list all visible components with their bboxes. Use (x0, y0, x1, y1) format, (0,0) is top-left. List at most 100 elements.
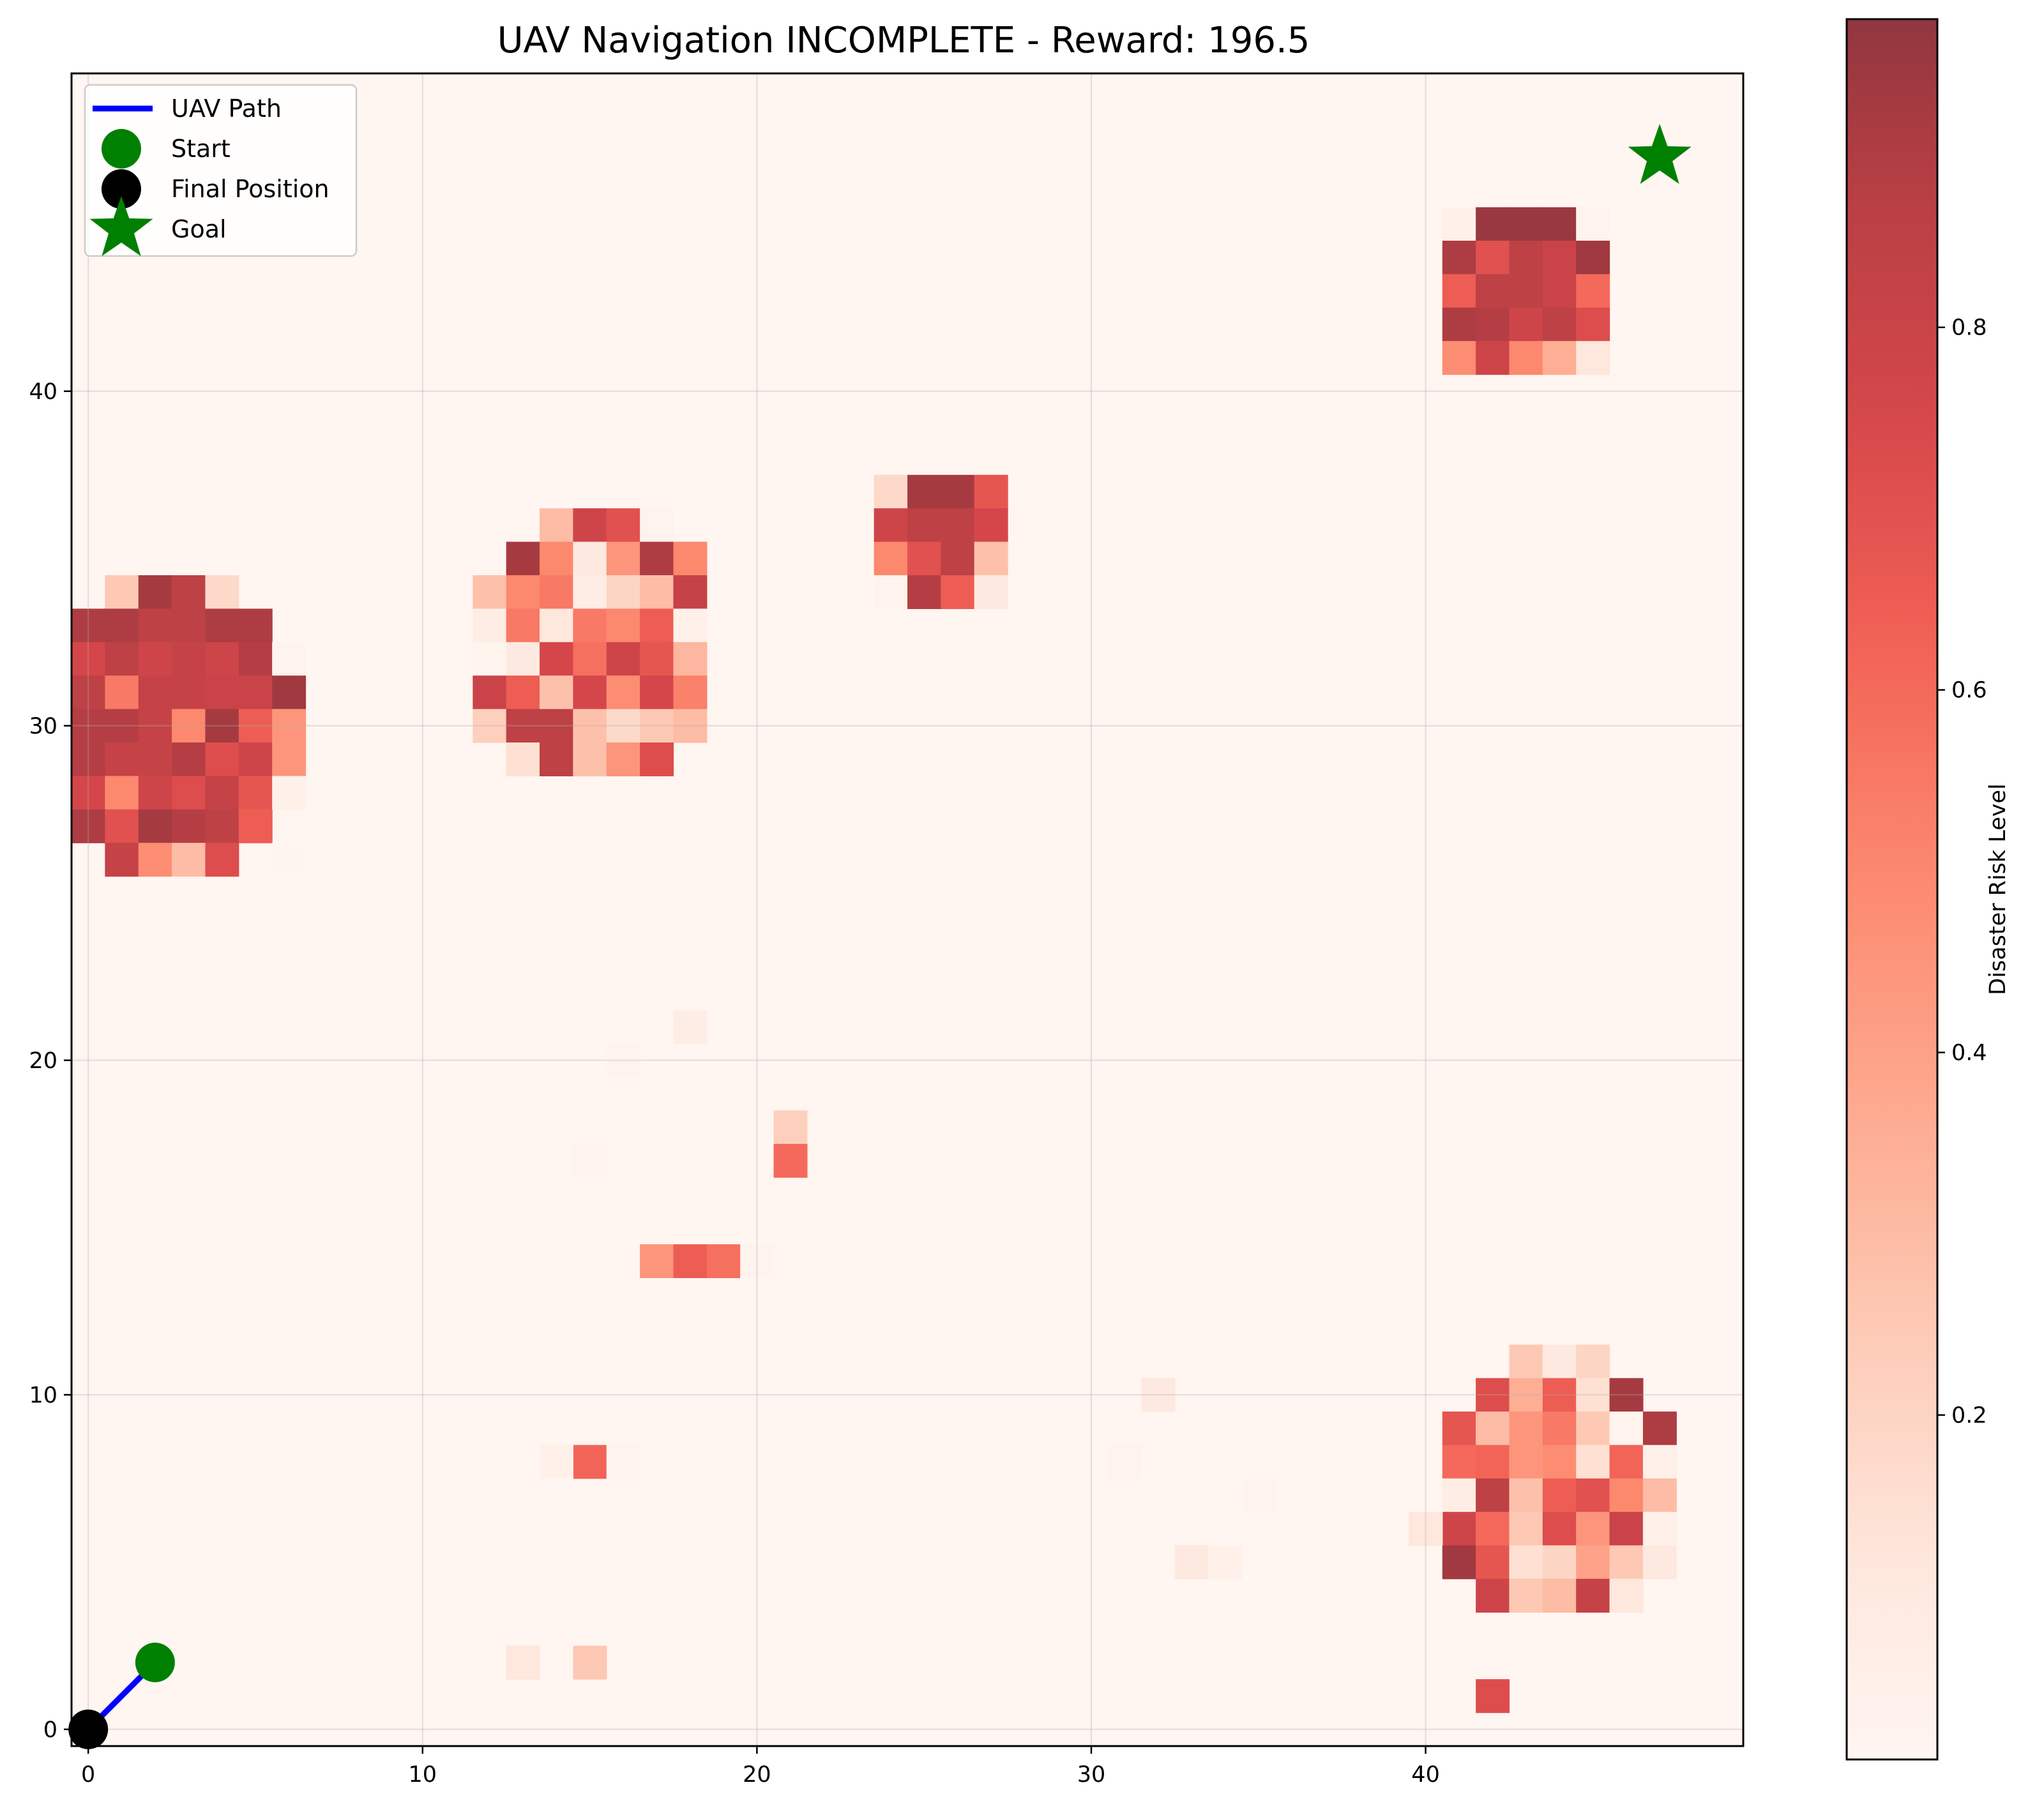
uav-path-layer (68, 124, 1692, 1749)
risk-cell (673, 608, 708, 643)
risk-cell (1542, 274, 1577, 308)
risk-cell (606, 675, 640, 710)
colorbar-tick-label: 0.8 (1951, 315, 1987, 341)
risk-cell (1509, 1345, 1543, 1379)
risk-cell (907, 541, 941, 576)
risk-cell (1576, 1412, 1610, 1445)
risk-cell (1576, 1579, 1610, 1613)
risk-cell (205, 809, 239, 843)
risk-cell (1509, 307, 1543, 342)
risk-cell (1442, 307, 1476, 342)
risk-cell (1442, 1445, 1476, 1479)
risk-cell (272, 776, 307, 810)
risk-cell (640, 742, 674, 776)
risk-cell (1476, 1512, 1510, 1546)
risk-cell (272, 642, 307, 676)
risk-cell (673, 1010, 708, 1044)
risk-cell (506, 541, 540, 576)
risk-cell (1476, 274, 1510, 308)
risk-cell (640, 642, 674, 676)
risk-cell (72, 809, 105, 843)
risk-cell (1108, 1445, 1142, 1479)
risk-cell (1609, 1378, 1644, 1412)
risk-cell (1509, 341, 1543, 375)
risk-cell (606, 508, 640, 543)
risk-cell (974, 508, 1008, 543)
risk-cell (1509, 241, 1543, 275)
risk-cell (740, 1244, 775, 1278)
legend-label: Goal (171, 215, 227, 243)
risk-cell (506, 642, 540, 676)
y-tick-label: 20 (29, 1048, 57, 1074)
risk-cell (573, 675, 607, 710)
risk-cell (172, 709, 206, 743)
grid-lines (72, 73, 1743, 1746)
risk-cell (1442, 1478, 1476, 1512)
risk-cell (573, 541, 607, 576)
y-axis: 0 10 20 30 40 (29, 379, 72, 1743)
risk-cell (706, 1244, 741, 1278)
risk-cell (673, 575, 708, 609)
risk-cell (907, 508, 941, 543)
x-axis: 0 10 20 30 40 (81, 1746, 1440, 1788)
risk-cell (874, 541, 908, 576)
risk-cell (72, 642, 105, 676)
risk-cell (1576, 307, 1610, 342)
risk-cell (606, 608, 640, 643)
risk-cell (874, 508, 908, 543)
risk-cell (540, 575, 573, 609)
risk-cell (773, 1143, 808, 1178)
risk-cell (540, 508, 573, 543)
risk-cell (1241, 1478, 1276, 1512)
risk-cell (1476, 1478, 1510, 1512)
legend-label: UAV Path (171, 94, 282, 123)
risk-cell (1174, 1545, 1209, 1579)
colorbar: 0.2 0.4 0.6 0.8 Disaster Risk Level (1845, 18, 2011, 1761)
risk-cell (1476, 241, 1510, 275)
risk-cell (673, 675, 708, 710)
risk-cell (238, 675, 273, 710)
risk-cell (907, 474, 941, 509)
risk-cell (105, 575, 139, 609)
risk-cell (974, 474, 1008, 509)
x-tick-label: 40 (1411, 1762, 1440, 1788)
risk-cell (540, 675, 573, 710)
risk-cell (1609, 1512, 1644, 1546)
risk-cell (1576, 341, 1610, 375)
risk-cell (573, 742, 607, 776)
y-tick-label: 0 (43, 1717, 57, 1743)
risk-cell (1476, 1679, 1510, 1714)
risk-cell (138, 675, 172, 710)
risk-cell (941, 508, 975, 543)
risk-cell (640, 508, 674, 543)
risk-cell (1542, 1412, 1577, 1445)
risk-cell (1642, 1512, 1677, 1546)
risk-cell (673, 709, 708, 743)
risk-cell (1542, 207, 1577, 241)
colorbar-tick-label: 0.6 (1951, 678, 1987, 704)
risk-cell (1476, 1412, 1510, 1445)
y-tick-label: 40 (29, 379, 57, 405)
risk-cell (573, 575, 607, 609)
risk-cell (573, 1143, 607, 1178)
risk-cell (1576, 1512, 1610, 1546)
risk-cell (138, 776, 172, 810)
risk-cell (205, 709, 239, 743)
risk-cell (540, 742, 573, 776)
risk-cell (1542, 1579, 1577, 1613)
risk-cell (1509, 207, 1543, 241)
risk-cell (172, 642, 206, 676)
risk-cell (72, 742, 105, 776)
risk-cell (673, 1244, 708, 1278)
risk-cell (105, 809, 139, 843)
colorbar-label: Disaster Risk Level (1985, 783, 2011, 995)
risk-cell (640, 575, 674, 609)
x-tick-label: 20 (743, 1762, 771, 1788)
risk-cell (1442, 207, 1476, 241)
risk-cell (1576, 1345, 1610, 1379)
colorbar-scale (1845, 18, 1939, 1761)
risk-cell (172, 675, 206, 710)
legend-circle-swatch (102, 129, 141, 169)
risk-cell (606, 742, 640, 776)
risk-cell (238, 608, 273, 643)
